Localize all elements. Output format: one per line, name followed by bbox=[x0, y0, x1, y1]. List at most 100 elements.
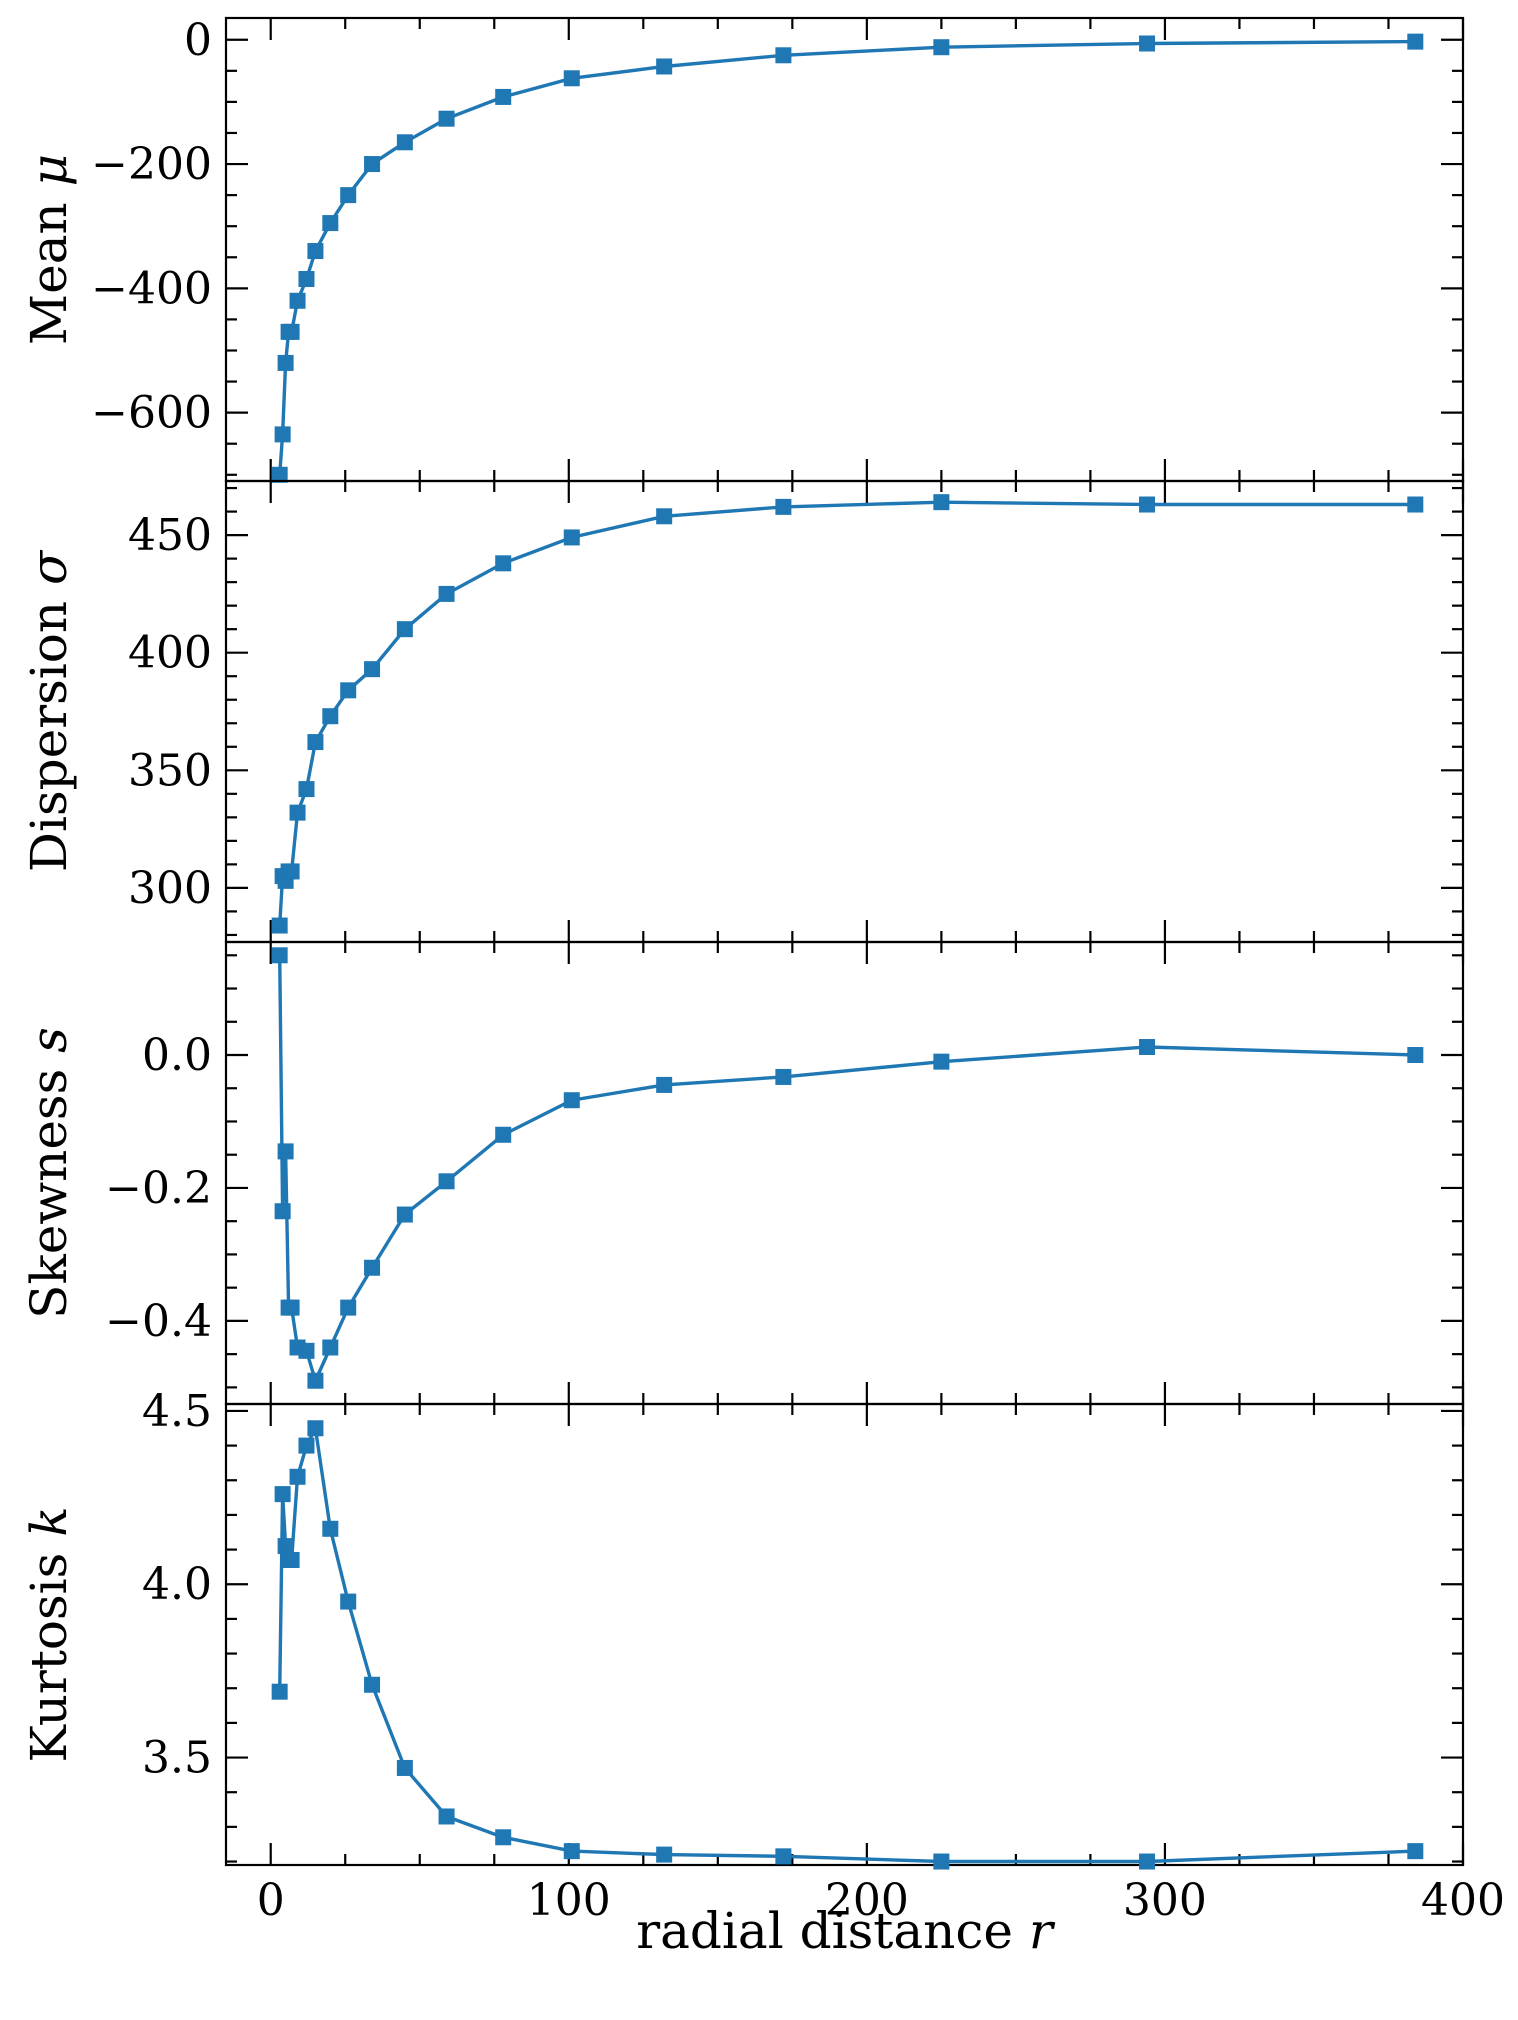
data-point bbox=[563, 1092, 580, 1109]
data-point bbox=[274, 426, 291, 443]
data-point bbox=[322, 708, 339, 725]
panel-frame bbox=[224, 16, 1465, 483]
y-axis-label: Skewness s bbox=[20, 1027, 78, 1319]
data-point bbox=[322, 1339, 339, 1356]
data-point bbox=[340, 1299, 357, 1316]
data-point bbox=[364, 661, 381, 678]
data-point bbox=[307, 243, 324, 260]
y-tick-label: −400 bbox=[91, 263, 212, 314]
data-point bbox=[438, 1173, 455, 1190]
data-point bbox=[298, 1342, 315, 1359]
data-point bbox=[1407, 496, 1424, 513]
data-point bbox=[396, 1759, 413, 1776]
data-point bbox=[775, 1068, 792, 1085]
y-tick-label: −0.2 bbox=[105, 1163, 212, 1214]
data-point bbox=[274, 1203, 291, 1220]
y-tick-label: 4.5 bbox=[142, 1386, 212, 1437]
data-point bbox=[283, 323, 300, 340]
y-tick-label: −0.4 bbox=[105, 1296, 212, 1347]
data-point bbox=[277, 354, 294, 371]
data-point bbox=[271, 947, 288, 964]
data-point bbox=[271, 466, 288, 483]
data-point bbox=[289, 292, 306, 309]
y-axis-label-text: Skewness bbox=[20, 1053, 78, 1319]
data-point bbox=[1407, 1843, 1424, 1860]
data-point bbox=[277, 1538, 294, 1555]
series-line bbox=[278, 955, 1416, 1386]
data-point bbox=[283, 1299, 300, 1316]
data-point bbox=[396, 1206, 413, 1223]
data-point bbox=[775, 498, 792, 515]
panel-kurtosis: 3.5 4.0 4.5 Kurtosis k 0 100 200 300 400 bbox=[20, 1386, 1505, 1926]
data-point bbox=[933, 494, 950, 511]
data-point bbox=[933, 39, 950, 56]
y-tick-label: 4.0 bbox=[142, 1559, 212, 1610]
data-point bbox=[438, 110, 455, 127]
data-point bbox=[298, 781, 315, 798]
panel-dispersion: 300 350 400 450 Dispersion σ bbox=[20, 479, 1465, 944]
data-point bbox=[307, 1372, 324, 1389]
y-axis-label-text: Kurtosis bbox=[20, 1537, 78, 1763]
y-tick-label: 350 bbox=[128, 745, 212, 796]
data-point bbox=[283, 863, 300, 880]
y-tick-label: 0.0 bbox=[142, 1030, 212, 1081]
data-point bbox=[340, 187, 357, 204]
data-point bbox=[495, 555, 512, 572]
series-line bbox=[278, 500, 1416, 926]
data-point bbox=[438, 1808, 455, 1825]
panel-frame bbox=[224, 1402, 1465, 1867]
data-point bbox=[775, 47, 792, 64]
data-point bbox=[1139, 1853, 1156, 1870]
data-point bbox=[289, 804, 306, 821]
y-tick-label: 400 bbox=[128, 628, 212, 679]
y-axis-label: Mean μ bbox=[20, 154, 78, 345]
panels: 0 −200 −400 −600 Mean μ 300 350 400 450 Dispersio… bbox=[20, 15, 1505, 1926]
data-point bbox=[1407, 33, 1424, 50]
x-tick-label: 400 bbox=[1421, 1875, 1505, 1926]
data-point bbox=[298, 271, 315, 288]
data-point bbox=[656, 508, 673, 525]
panel-frame bbox=[224, 940, 1465, 1406]
data-point bbox=[563, 70, 580, 87]
data-point bbox=[307, 734, 324, 751]
data-point bbox=[495, 1126, 512, 1143]
series-line bbox=[278, 39, 1416, 475]
data-point bbox=[1407, 1047, 1424, 1064]
data-point bbox=[364, 156, 381, 173]
y-tick-label: 450 bbox=[128, 510, 212, 561]
data-point bbox=[322, 1520, 339, 1537]
data-point bbox=[271, 1683, 288, 1700]
data-point bbox=[364, 1259, 381, 1276]
x-tick-label: 0 bbox=[257, 1875, 285, 1926]
data-point bbox=[396, 134, 413, 151]
data-point bbox=[271, 917, 288, 934]
data-point bbox=[340, 1593, 357, 1610]
x-axis-label-text: radial distance bbox=[636, 1902, 1013, 1960]
data-point bbox=[340, 682, 357, 699]
data-point bbox=[438, 585, 455, 602]
y-axis-label-symbol: k bbox=[20, 1506, 78, 1536]
x-tick-label: 200 bbox=[825, 1875, 909, 1926]
y-axis-label-symbol: σ bbox=[20, 549, 78, 585]
y-axis-label-symbol: μ bbox=[20, 154, 78, 187]
y-tick-label: −200 bbox=[91, 139, 212, 190]
y-tick-label: 0 bbox=[184, 15, 212, 66]
data-point bbox=[933, 1853, 950, 1870]
data-point bbox=[298, 1437, 315, 1454]
y-axis-label-text: Mean bbox=[20, 186, 78, 345]
panel-mean: 0 −200 −400 −600 Mean μ bbox=[20, 15, 1465, 483]
panel-skewness: 0.0 −0.2 −0.4 Skewness s bbox=[20, 940, 1465, 1406]
data-point bbox=[775, 1848, 792, 1865]
x-tick-label: 300 bbox=[1123, 1875, 1207, 1926]
y-tick-label: −600 bbox=[91, 388, 212, 439]
data-point bbox=[307, 1420, 324, 1437]
data-point bbox=[656, 58, 673, 75]
y-axis-label: Kurtosis k bbox=[20, 1506, 78, 1762]
y-axis-label: Dispersion σ bbox=[20, 549, 78, 872]
data-point bbox=[277, 1143, 294, 1160]
y-axis-label-symbol: s bbox=[20, 1027, 78, 1053]
data-point bbox=[495, 88, 512, 105]
data-point bbox=[1139, 35, 1156, 52]
data-point bbox=[396, 621, 413, 638]
